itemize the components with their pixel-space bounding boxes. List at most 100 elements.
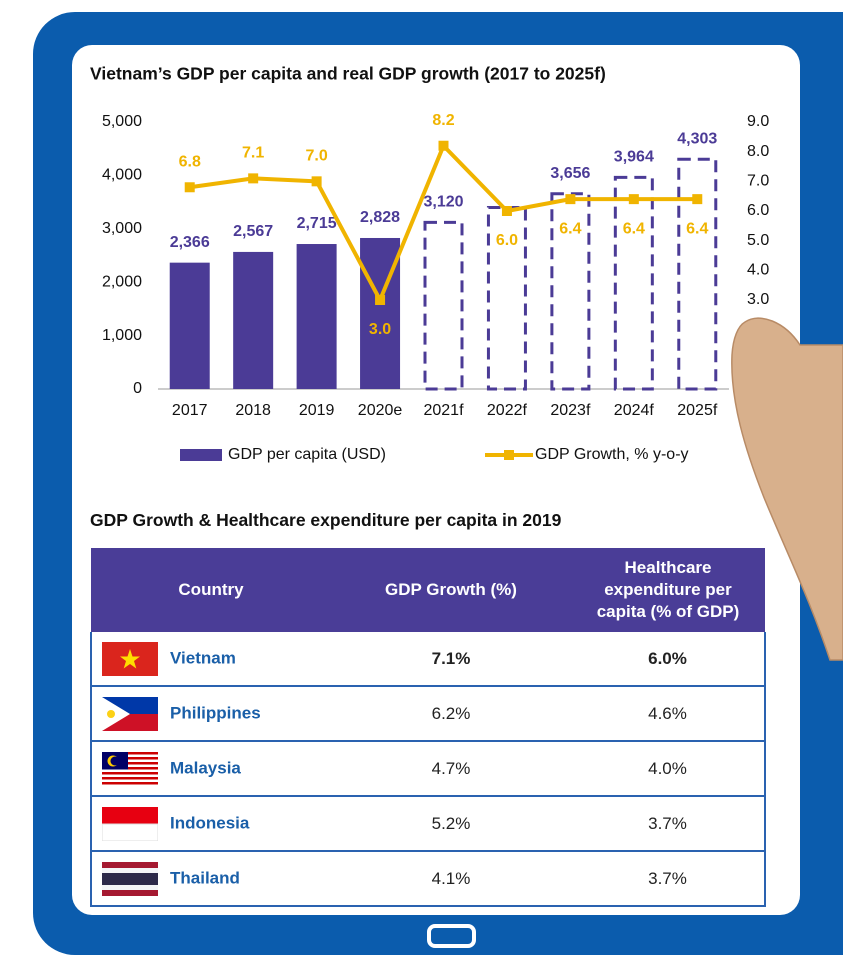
- table-row: Malaysia 4.7% 4.0%: [91, 741, 765, 797]
- home-button[interactable]: [427, 924, 476, 948]
- line-marker: [628, 194, 639, 205]
- bar-value-label: 3,120: [423, 194, 463, 211]
- bar: [169, 262, 210, 389]
- y2-tick-label: 8.0: [747, 143, 769, 160]
- line-value-label: 8.2: [432, 112, 454, 129]
- line-marker: [692, 194, 703, 205]
- bar-value-label: 2,567: [233, 223, 273, 240]
- y-tick-label: 1,000: [102, 327, 142, 344]
- line-marker: [375, 295, 386, 305]
- cell: 6.2%: [331, 686, 571, 742]
- line-value-label: 7.1: [242, 145, 264, 162]
- cell: 4.6%: [571, 686, 765, 742]
- table-row: Vietnam 7.1% 6.0%: [91, 632, 765, 687]
- bar-value-label: 2,366: [170, 234, 210, 251]
- table-section: GDP Growth & Healthcare expenditure per …: [90, 504, 766, 907]
- line-value-label: 3.0: [369, 321, 391, 338]
- line-value-label: 6.0: [496, 232, 518, 249]
- table-row: Thailand 4.1% 3.7%: [91, 851, 765, 907]
- chart-title: Vietnam’s GDP per capita and real GDP gr…: [90, 64, 606, 84]
- line-marker: [438, 140, 449, 151]
- bar: [233, 251, 274, 389]
- cell: 4.7%: [331, 741, 571, 797]
- country-name: Malaysia: [170, 757, 241, 777]
- x-tick-label: 2020e: [358, 402, 403, 419]
- bar: [550, 192, 591, 391]
- y2-tick-label: 9.0: [747, 113, 769, 130]
- country-cell: Vietnam: [91, 632, 331, 687]
- flag: [102, 751, 158, 786]
- x-tick-label: 2019: [299, 402, 335, 419]
- table-title: GDP Growth & Healthcare expenditure per …: [90, 510, 562, 530]
- line-marker: [311, 176, 322, 187]
- x-tick-label: 2023f: [550, 402, 591, 419]
- bar: [613, 175, 654, 391]
- bar: [677, 157, 718, 391]
- legend-label: GDP Growth, % y-o-y: [535, 446, 689, 463]
- y-tick-label: 4,000: [102, 167, 142, 184]
- cell: 4.0%: [571, 741, 765, 797]
- line-value-label: 6.4: [559, 220, 581, 237]
- bar: [360, 237, 401, 389]
- cell: 6.0%: [571, 632, 765, 687]
- column-header: Healthcare expenditure per capita (% of …: [571, 548, 765, 632]
- y-tick-label: 5,000: [102, 113, 142, 130]
- flag: [102, 861, 158, 896]
- bar: [423, 220, 464, 391]
- cell: 5.2%: [331, 796, 571, 852]
- country-cell: Indonesia: [91, 796, 331, 852]
- x-tick-label: 2022f: [487, 402, 528, 419]
- bar-value-label: 4,303: [677, 130, 717, 147]
- legend-swatch: [180, 449, 222, 461]
- country-cell: Malaysia: [91, 741, 331, 797]
- y2-tick-label: 7.0: [747, 173, 769, 190]
- country-cell: Thailand: [91, 851, 331, 907]
- line-marker: [248, 173, 259, 184]
- bar: [296, 244, 337, 389]
- x-tick-label: 2024f: [614, 402, 655, 419]
- flag: [102, 696, 158, 731]
- table-row: Philippines 6.2% 4.6%: [91, 686, 765, 742]
- line-value-label: 7.0: [305, 148, 327, 165]
- bar: [486, 205, 527, 391]
- column-header: GDP Growth (%): [331, 548, 571, 632]
- y-tick-label: 3,000: [102, 220, 142, 237]
- table: Country GDP Growth (%) Healthcare expend…: [90, 548, 766, 907]
- cell: 7.1%: [331, 632, 571, 687]
- flag: [102, 641, 158, 676]
- bar-value-label: 2,715: [297, 215, 337, 232]
- x-tick-label: 2025f: [677, 402, 718, 419]
- flag: [101, 806, 159, 841]
- bar-value-label: 3,964: [614, 149, 654, 166]
- cell: 4.1%: [331, 851, 571, 907]
- country-name: Philippines: [170, 702, 261, 722]
- line-value-label: 6.8: [179, 153, 201, 170]
- legend-label: GDP per capita (USD): [228, 446, 386, 463]
- line-marker: [501, 206, 512, 216]
- column-header: Country: [91, 548, 331, 632]
- x-tick-label: 2021f: [423, 402, 464, 419]
- bar-value-label: 3,656: [550, 165, 590, 182]
- country-cell: Philippines: [91, 686, 331, 742]
- line-value-label: 6.4: [623, 220, 645, 237]
- y2-tick-label: 6.0: [747, 202, 769, 219]
- line-marker: [565, 194, 576, 205]
- country-name: Vietnam: [170, 647, 236, 667]
- y2-tick-label: 3.0: [747, 291, 769, 308]
- line-value-label: 6.4: [686, 220, 708, 237]
- line-marker: [184, 182, 195, 193]
- y2-tick-label: 4.0: [747, 262, 769, 279]
- y2-tick-label: 5.0: [747, 232, 769, 249]
- x-tick-label: 2017: [172, 402, 208, 419]
- legend-marker: [504, 450, 514, 460]
- y-tick-label: 0: [133, 380, 142, 397]
- cell: 3.7%: [571, 851, 765, 907]
- y-tick-label: 2,000: [102, 273, 142, 290]
- country-name: Indonesia: [170, 812, 250, 832]
- cell: 3.7%: [571, 796, 765, 852]
- finger: [731, 317, 843, 661]
- table-row: Indonesia 5.2% 3.7%: [91, 796, 765, 852]
- bar-value-label: 2,828: [360, 209, 400, 226]
- country-name: Thailand: [170, 867, 240, 887]
